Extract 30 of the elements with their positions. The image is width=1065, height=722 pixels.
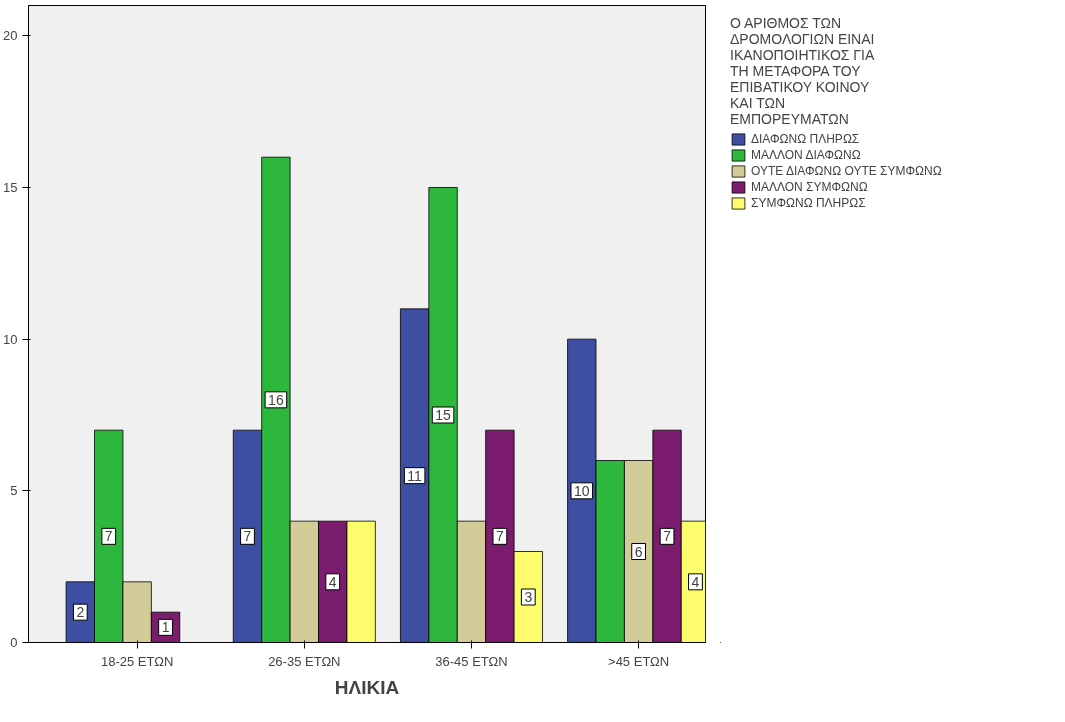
data-label: 10	[574, 482, 590, 499]
legend-label: ΟΥΤΕ ΔΙΑΦΩΝΩ ΟΥΤΕ ΣΥΜΦΩΝΩ	[751, 164, 942, 178]
y-tick-label: 5	[10, 483, 18, 499]
data-label: 7	[663, 528, 672, 545]
x-tick-label: >45 ΕΤΩΝ	[608, 653, 670, 669]
data-label: 1	[161, 619, 170, 636]
data-label: 7	[104, 528, 113, 545]
data-label: 4	[328, 573, 337, 590]
x-tick-label: 18-25 ΕΤΩΝ	[100, 653, 174, 669]
y-tick-label: 15	[3, 180, 18, 195]
legend-label: ΔΙΑΦΩΝΩ ΠΛΗΡΩΣ	[751, 132, 860, 146]
y-tick-label: 20	[3, 28, 18, 44]
data-label: 6	[634, 543, 643, 560]
x-axis-title: ΗΛΙΚΙΑ	[334, 676, 400, 698]
data-label: 7	[243, 528, 252, 545]
legend-label: ΜΑΛΛΟΝ ΣΥΜΦΩΝΩ	[751, 180, 868, 194]
legend-title: Ο ΑΡΙΘΜΟΣ ΤΩΝ ΔΡΟΜΟΛΟΓΙΩΝ ΕΙΝΑΙ ΙΚΑΝΟΠΟΙΗΤΙΚΟΣ ΓΙΑ ΤΗ ΜΕΤΑΦΟΡΑ ΤΟΥ ΕΠΙΒΑΤΙΚΟΥ ΚΟΙΝΟΥ ΚΑΙ ΤΩΝ ΕΜΠΟΡΕΥΜΑΤΩΝ	[730, 15, 876, 127]
y-tick-label: 0	[10, 635, 18, 650]
data-label: 16	[268, 391, 284, 408]
data-label: 7	[496, 528, 504, 545]
data-label: 2	[76, 604, 85, 621]
y-tick-label: 10	[3, 331, 18, 347]
data-label: 3	[524, 589, 533, 605]
data-label: 15	[435, 407, 452, 423]
x-tick-label: 26-35 ΕΤΩΝ	[268, 653, 341, 669]
legend-label: ΜΑΛΛΟΝ ΔΙΑΦΩΝΩ	[751, 148, 861, 162]
data-label: 11	[407, 467, 423, 484]
legend-label: ΣΥΜΦΩΝΩ ΠΛΗΡΩΣ	[751, 196, 866, 210]
data-label: 4	[691, 573, 700, 590]
x-tick-label: 36-45 ΕΤΩΝ	[435, 653, 508, 669]
